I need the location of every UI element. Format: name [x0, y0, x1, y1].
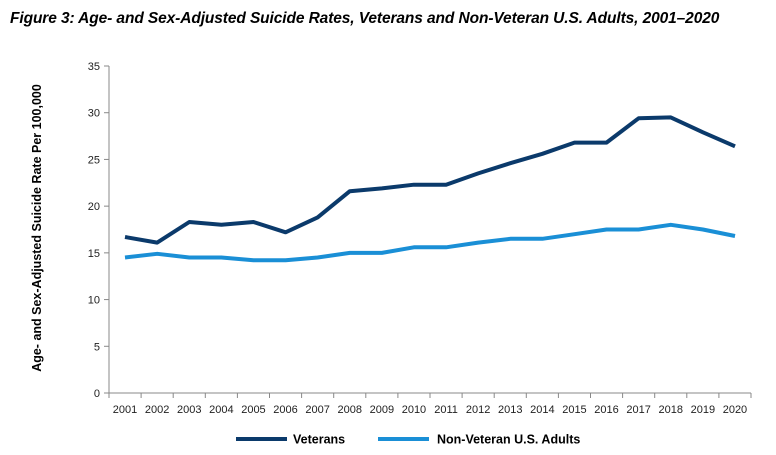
x-tick-label: 2020 — [723, 404, 747, 416]
x-tick-label: 2018 — [659, 404, 683, 416]
y-tick-label: 25 — [88, 154, 100, 166]
x-tick-label: 2017 — [626, 404, 650, 416]
y-ticks: 0 5 10 15 20 25 30 35 — [88, 61, 109, 400]
y-tick-label: 15 — [88, 248, 100, 260]
legend-label: Veterans — [293, 433, 345, 447]
x-tick-label: 2019 — [691, 404, 715, 416]
x-tick-label: 2008 — [338, 404, 362, 416]
axes — [108, 66, 751, 394]
chart-title: Figure 3: Age- and Sex-Adjusted Suicide … — [10, 10, 720, 27]
series-line-veterans — [124, 115, 736, 245]
y-tick-label: 5 — [94, 341, 100, 353]
y-tick-label: 10 — [88, 295, 100, 307]
x-tick-label: 2002 — [145, 404, 169, 416]
y-tick-label: 35 — [88, 61, 100, 73]
x-ticks: 2001 2002 2003 2004 2005 2006 2007 2008 2009 2010… — [108, 393, 752, 416]
x-tick-label: 2012 — [466, 404, 490, 416]
x-tick-label: 2011 — [434, 404, 458, 416]
x-tick-label: 2013 — [498, 404, 522, 416]
y-tick-label: 30 — [88, 108, 100, 120]
x-tick-label: 2010 — [402, 404, 426, 416]
x-tick-label: 2001 — [113, 404, 137, 416]
y-tick-label: 20 — [88, 201, 100, 213]
series-lines — [124, 115, 736, 263]
x-tick-label: 2016 — [594, 404, 618, 416]
x-tick-label: 2003 — [177, 404, 201, 416]
x-tick-label: 2009 — [370, 404, 394, 416]
x-tick-label: 2007 — [305, 404, 329, 416]
y-tick-label: 0 — [94, 388, 100, 400]
x-tick-label: 2014 — [530, 404, 554, 416]
x-tick-label: 2004 — [209, 404, 233, 416]
x-tick-label: 2015 — [562, 404, 586, 416]
series-line-non-veteran-adults — [124, 222, 736, 263]
x-tick-label: 2006 — [273, 404, 297, 416]
x-tick-label: 2005 — [241, 404, 265, 416]
legend-label: Non-Veteran U.S. Adults — [437, 433, 580, 447]
legend: Veterans Non-Veteran U.S. Adults — [236, 433, 580, 447]
